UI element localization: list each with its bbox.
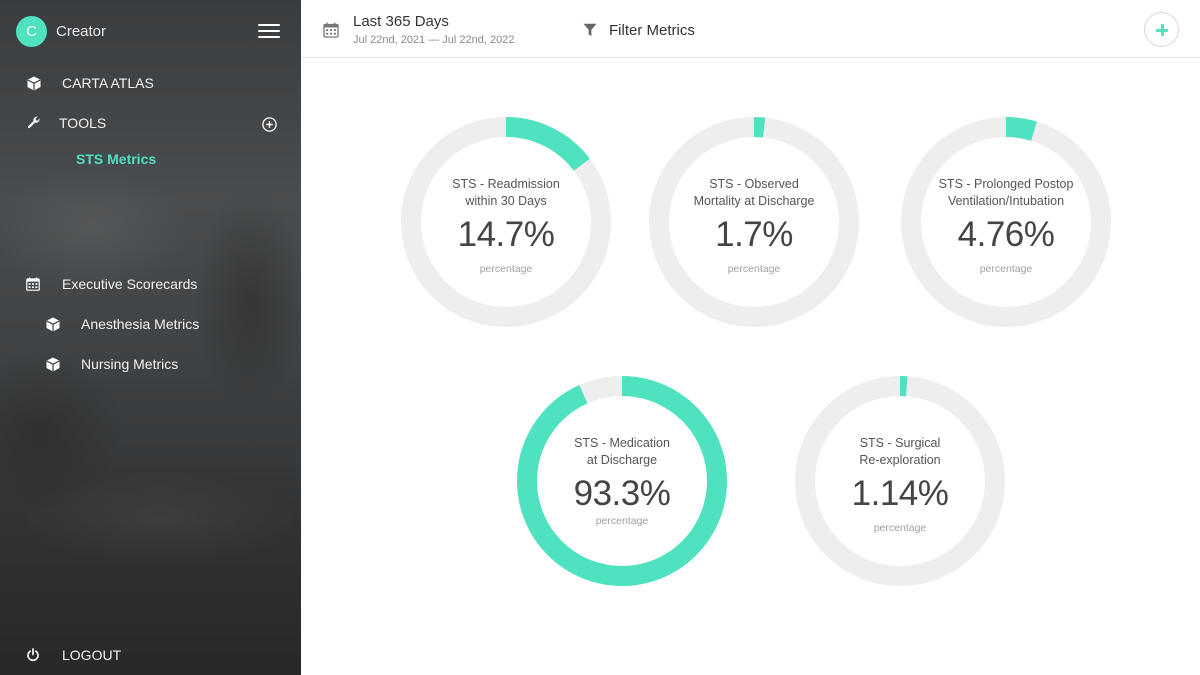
metric-unit: percentage [873, 522, 927, 534]
sidebar: C Creator CARTA ATLAS TOOLS STS Metrics … [0, 0, 301, 675]
metric-unit: percentage [595, 515, 649, 527]
date-range-title[interactable]: Last 365 Days [353, 13, 449, 30]
metric-unit: percentage [727, 263, 781, 275]
metric-value: 14.7% [457, 215, 555, 254]
filter-icon[interactable] [583, 23, 597, 37]
donut-progress [649, 117, 859, 327]
app-name: Creator [56, 23, 107, 40]
cube-icon [26, 75, 42, 91]
filter-metrics-button[interactable]: Filter Metrics [609, 22, 695, 39]
metric-card[interactable]: STS - Surgical Re-exploration 1.14% perce… [795, 376, 1005, 586]
top-bar: Last 365 Days Jul 22nd, 2021 — Jul 22nd,… [301, 0, 1200, 58]
sidebar-item-tools[interactable]: TOOLS [26, 115, 106, 131]
sidebar-item-anesthesia-metrics[interactable]: Anesthesia Metrics [45, 316, 199, 332]
donut-progress [517, 376, 727, 586]
metric-card[interactable]: STS - Prolonged Postop Ventilation/Intuba… [901, 117, 1111, 327]
sidebar-item-label: Anesthesia Metrics [81, 316, 200, 332]
donut-ring [795, 376, 1005, 586]
metric-card[interactable]: STS - Readmission within 30 Days 14.7% pe… [401, 117, 611, 327]
metric-value: 93.3% [573, 474, 671, 513]
sidebar-item-label: CARTA ATLAS [62, 75, 154, 91]
metric-value: 1.7% [715, 215, 793, 254]
donut-ring [901, 117, 1111, 327]
metric-title: STS - Observed Mortality at Discharge [693, 177, 815, 208]
donut-ring [649, 117, 859, 327]
sidebar-item-sts-metrics[interactable]: STS Metrics [76, 151, 156, 167]
add-tool-icon[interactable] [262, 117, 277, 132]
metric-title: STS - Medication at Discharge [574, 436, 670, 467]
metric-unit: percentage [479, 263, 533, 275]
add-metric-button[interactable] [1144, 12, 1179, 47]
sidebar-item-carta-atlas[interactable]: CARTA ATLAS [26, 75, 154, 91]
sidebar-header: C Creator [0, 0, 301, 64]
sidebar-item-label: LOGOUT [62, 647, 122, 663]
metric-value: 4.76% [957, 215, 1055, 254]
calendar-icon[interactable] [323, 22, 339, 38]
power-icon [25, 647, 41, 663]
avatar[interactable]: C [16, 16, 47, 47]
sidebar-item-label: Executive Scorecards [62, 276, 198, 292]
metric-title: STS - Readmission within 30 Days [452, 177, 560, 208]
donut-progress [901, 117, 1111, 327]
donut-ring [401, 117, 611, 327]
sidebar-item-label: Nursing Metrics [81, 356, 179, 372]
metric-card[interactable]: STS - Observed Mortality at Discharge 1.7… [649, 117, 859, 327]
metric-value: 1.14% [851, 474, 949, 513]
donut-progress [795, 376, 1005, 586]
hamburger-menu-icon[interactable] [258, 22, 280, 40]
cube-icon [45, 316, 61, 332]
sidebar-item-logout[interactable]: LOGOUT [25, 647, 121, 663]
sidebar-item-nursing-metrics[interactable]: Nursing Metrics [45, 356, 178, 372]
metric-title: STS - Prolonged Postop Ventilation/Intuba… [938, 177, 1074, 208]
sidebar-item-label: STS Metrics [76, 151, 157, 167]
sidebar-item-label: TOOLS [59, 115, 107, 131]
donut-progress [401, 117, 611, 327]
metric-unit: percentage [979, 263, 1033, 275]
metric-title: STS - Surgical Re-exploration [859, 436, 941, 467]
calendar-icon [25, 276, 41, 292]
cube-icon [45, 356, 61, 372]
sidebar-item-executive-scorecards[interactable]: Executive Scorecards [25, 276, 197, 292]
metric-card[interactable]: STS - Medication at Discharge 93.3% perce… [517, 376, 727, 586]
date-range-subtitle: Jul 22nd, 2021 — Jul 22nd, 2022 [353, 34, 515, 46]
wrench-icon [26, 115, 42, 131]
donut-ring [517, 376, 727, 586]
